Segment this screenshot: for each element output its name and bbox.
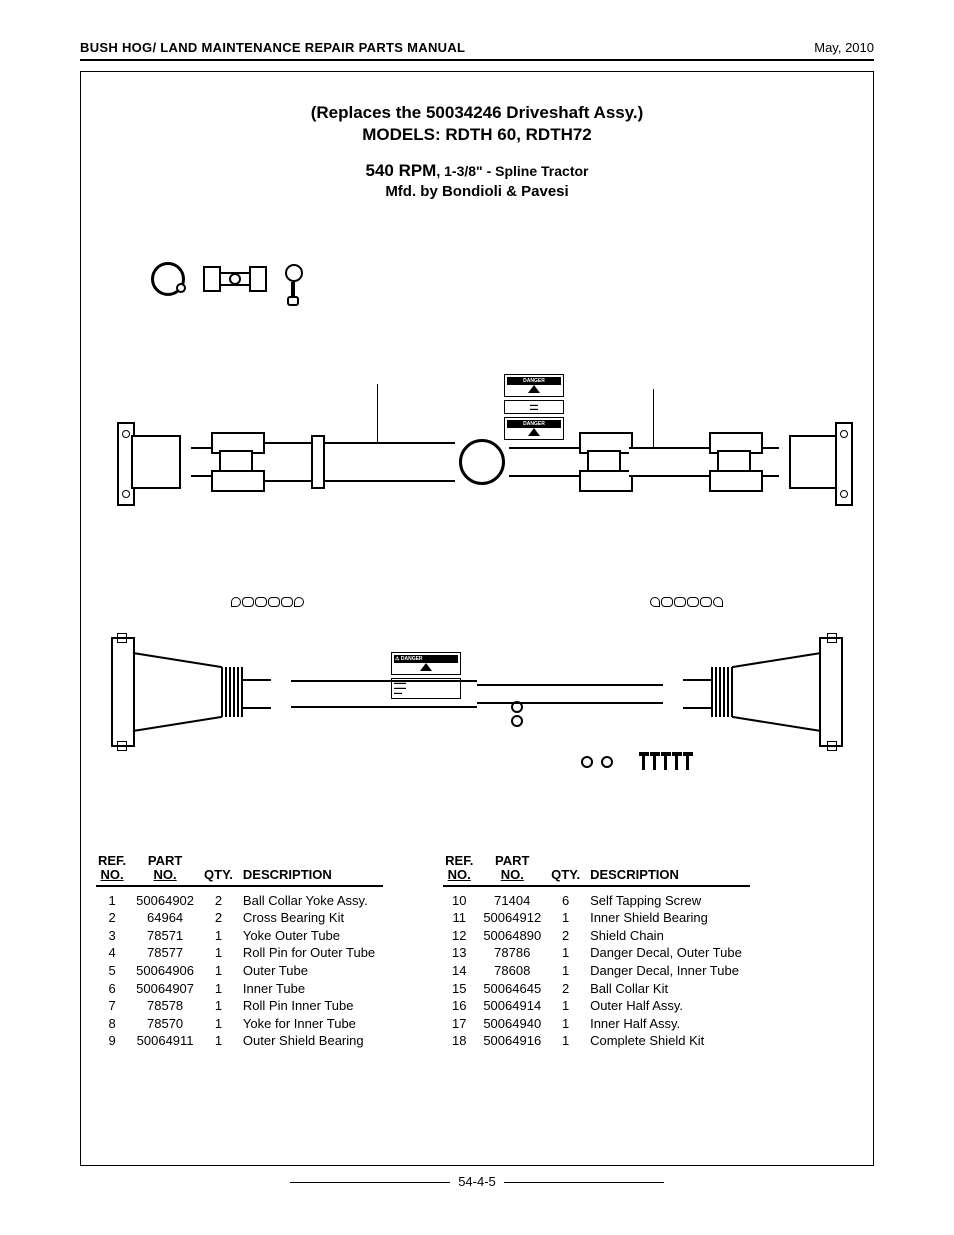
rpm-line: 540 RPM, 1-3/8" - Spline Tractor <box>91 161 863 181</box>
outer-shield-cone-left <box>111 637 251 747</box>
tube-right <box>629 447 709 477</box>
outer-tube-section <box>261 442 311 482</box>
screw-row-icon <box>639 752 691 770</box>
warning-decal: ▬▬▬▬ <box>504 400 564 414</box>
spline-text: , 1-3/8" - Spline Tractor <box>436 163 588 179</box>
parts-table-right: REF.NO. PARTNO. QTY. DESCRIPTION 1071404… <box>443 852 750 1050</box>
col-qty: QTY. <box>202 852 241 886</box>
table-row: 16500649141Outer Half Assy. <box>443 997 750 1015</box>
bearing-icon <box>581 756 593 768</box>
bearing-icon <box>601 756 613 768</box>
col-qty: QTY. <box>549 852 588 886</box>
outer-tube <box>325 442 455 482</box>
shield-chain-icon <box>231 597 311 615</box>
inner-tube: DANGER ▬▬▬▬ DANGER <box>509 447 579 477</box>
rpm-value: 540 RPM <box>365 161 436 180</box>
ball-collar-icon <box>151 262 185 296</box>
table-row: 12500648902Shield Chain <box>443 927 750 945</box>
stub-tube <box>191 447 211 477</box>
driveshaft-assembly: DANGER ▬▬▬▬ DANGER <box>101 412 853 512</box>
danger-decal-stack: DANGER ▬▬▬▬ DANGER <box>504 374 564 443</box>
header-rule <box>80 59 874 61</box>
table-row: 15500646452Ball Collar Kit <box>443 980 750 998</box>
table-row: 9500649111Outer Shield Bearing <box>96 1032 383 1050</box>
page-date: May, 2010 <box>814 40 874 55</box>
roll-pin-icon <box>285 264 301 294</box>
danger-decal: DANGER <box>504 417 564 440</box>
table-row: 6500649071Inner Tube <box>96 980 383 998</box>
parts-table-left: REF.NO. PARTNO. QTY. DESCRIPTION 1500649… <box>96 852 383 1050</box>
content-frame: (Replaces the 50034246 Driveshaft Assy.)… <box>80 71 874 1166</box>
table-row: 2649642Cross Bearing Kit <box>96 909 383 927</box>
col-part: PARTNO. <box>134 852 202 886</box>
table-row: 1500649022Ball Collar Yoke Assy. <box>96 892 383 910</box>
u-joint-far-right <box>709 432 759 492</box>
page-number: 54-4-5 <box>0 1174 954 1189</box>
replaces-line: (Replaces the 50034246 Driveshaft Assy.) <box>91 102 863 124</box>
leader-line <box>377 384 378 444</box>
tube-end <box>311 435 325 489</box>
col-ref: REF.NO. <box>443 852 481 886</box>
parts-tables: REF.NO. PARTNO. QTY. DESCRIPTION 1500649… <box>91 852 863 1050</box>
yoke-right <box>779 427 849 497</box>
title-block: (Replaces the 50034246 Driveshaft Assy.)… <box>91 102 863 146</box>
cross-bearing-icon <box>205 265 265 293</box>
u-joint-right <box>579 432 629 492</box>
models-line: MODELS: RDTH 60, RDTH72 <box>91 124 863 146</box>
table-row: 7785781Roll Pin Inner Tube <box>96 997 383 1015</box>
table-row: 17500649401Inner Half Assy. <box>443 1015 750 1033</box>
table-row: 4785771Roll Pin for Outer Tube <box>96 944 383 962</box>
outer-shield-cone-right <box>703 637 843 747</box>
shield-bearing-ring <box>459 439 505 485</box>
manufacturer-line: Mfd. by Bondioli & Pavesi <box>91 181 863 202</box>
exploded-diagram: DANGER ▬▬▬▬ DANGER <box>101 222 853 822</box>
col-part: PARTNO. <box>481 852 549 886</box>
table-row: 5500649061Outer Tube <box>96 962 383 980</box>
danger-decal: DANGER <box>504 374 564 397</box>
shield-assembly: ⚠ DANGER ▬▬▬▬▬▬▬▬ <box>101 622 853 762</box>
table-row: 10714046Self Tapping Screw <box>443 892 750 910</box>
table-row: 14786081Danger Decal, Inner Tube <box>443 962 750 980</box>
col-desc: DESCRIPTION <box>241 852 383 886</box>
col-ref: REF.NO. <box>96 852 134 886</box>
u-joint-left <box>211 432 261 492</box>
page-header: BUSH HOG/ LAND MAINTENANCE REPAIR PARTS … <box>0 0 954 59</box>
leader-line <box>653 389 654 449</box>
table-row: 8785701Yoke for Inner Tube <box>96 1015 383 1033</box>
col-desc: DESCRIPTION <box>588 852 750 886</box>
yoke-left <box>121 427 191 497</box>
small-parts-row <box>151 262 301 296</box>
subtitle-block: 540 RPM, 1-3/8" - Spline Tractor Mfd. by… <box>91 161 863 202</box>
manual-title: BUSH HOG/ LAND MAINTENANCE REPAIR PARTS … <box>80 40 465 55</box>
shield-chain-icon <box>643 597 723 615</box>
shield-tube-section: ⚠ DANGER ▬▬▬▬▬▬▬▬ <box>291 662 663 722</box>
table-row: 3785711Yoke Outer Tube <box>96 927 383 945</box>
table-row: 13787861Danger Decal, Outer Tube <box>443 944 750 962</box>
fastener-group <box>581 752 691 770</box>
table-row: 11500649121Inner Shield Bearing <box>443 909 750 927</box>
table-row: 18500649161Complete Shield Kit <box>443 1032 750 1050</box>
